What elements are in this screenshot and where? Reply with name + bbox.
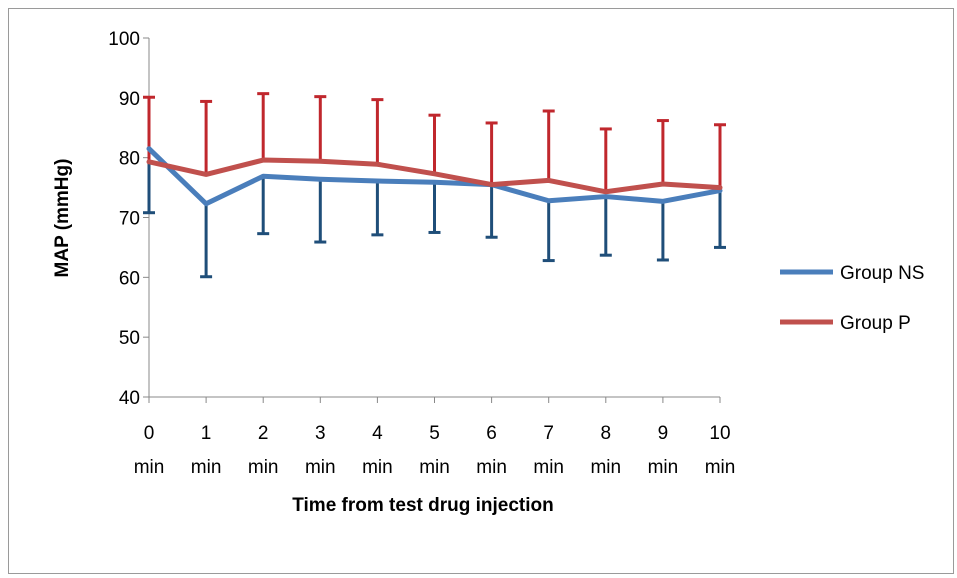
x-tick-unit-label: min: [590, 457, 621, 478]
y-tick-label: 40: [119, 388, 140, 409]
y-axis-title: MAP (mmHg): [52, 159, 73, 278]
y-tick-label: 100: [108, 29, 140, 50]
y-tick-labels: 40 50 60 70 80 90 100: [108, 29, 140, 409]
x-tick-label: 1: [201, 423, 212, 444]
legend: Group NS Group P: [780, 263, 924, 334]
legend-label-group-ns: Group NS: [840, 263, 924, 284]
series-lines: [146, 146, 723, 207]
x-tick-label: 8: [601, 423, 612, 444]
x-tick-label: 7: [543, 423, 554, 444]
x-tick-label: 6: [486, 423, 497, 444]
x-tick-label: 2: [258, 423, 269, 444]
chart-frame: [8, 8, 954, 574]
y-tick-label: 70: [119, 209, 140, 230]
x-tick-label: 0: [144, 423, 155, 444]
x-tick-unit-label: min: [648, 457, 679, 478]
x-tick-label: 3: [315, 423, 326, 444]
y-tick-label: 60: [119, 268, 140, 289]
x-tick-unit-label: min: [705, 457, 736, 478]
series-line-group-ns: [146, 146, 723, 207]
series-line-group-p: [146, 157, 723, 195]
x-tick-unit-label: min: [305, 457, 336, 478]
x-tick-label: 10: [709, 423, 730, 444]
x-tick-unit-label: min: [362, 457, 393, 478]
y-tick-label: 80: [119, 149, 140, 170]
y-tick-label: 90: [119, 89, 140, 110]
x-tick-label: 9: [658, 423, 669, 444]
x-tick-unit-label: min: [533, 457, 564, 478]
x-tick-unit-label: min: [476, 457, 507, 478]
axes: [143, 37, 721, 403]
x-tick-unit-label: min: [191, 457, 222, 478]
x-axis-title: Time from test drug injection: [292, 495, 553, 516]
y-tick-label: 50: [119, 328, 140, 349]
x-tick-unit-label: min: [134, 457, 165, 478]
legend-label-group-p: Group P: [840, 313, 911, 334]
x-tick-label: 4: [372, 423, 383, 444]
x-tick-labels: 0 min 1 min 2 min 3 min 4 min 5 min 6 min 7 min 8 min 9 min…: [134, 423, 736, 478]
x-tick-unit-label: min: [419, 457, 450, 478]
x-tick-unit-label: min: [248, 457, 279, 478]
x-tick-label: 5: [429, 423, 440, 444]
